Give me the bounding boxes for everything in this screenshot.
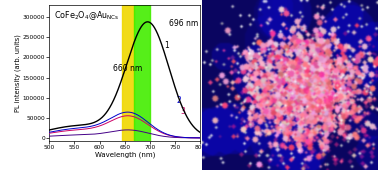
Text: 2: 2 [176, 96, 181, 105]
X-axis label: Wavelength (nm): Wavelength (nm) [94, 152, 155, 158]
Text: 660 nm: 660 nm [113, 64, 142, 73]
Text: 696 nm: 696 nm [169, 19, 198, 28]
Text: 1: 1 [164, 41, 169, 50]
Text: 3: 3 [181, 107, 186, 116]
Text: CoFe$_2$O$_4$@Au$_{\rm NCs}$: CoFe$_2$O$_4$@Au$_{\rm NCs}$ [54, 9, 119, 22]
Bar [134, 5, 150, 141]
Y-axis label: PL intensity (arb. units): PL intensity (arb. units) [15, 34, 21, 112]
Bar [122, 5, 134, 141]
